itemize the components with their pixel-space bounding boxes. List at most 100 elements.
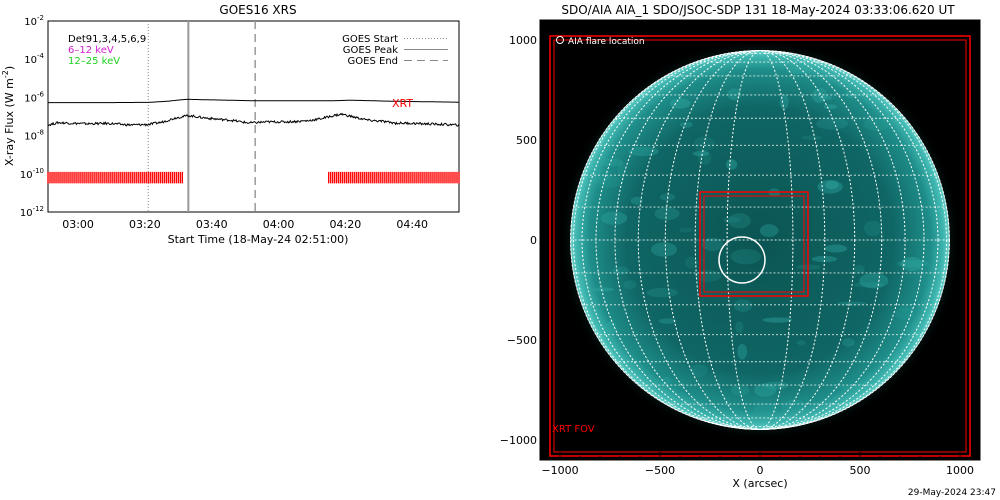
active-region-patch (863, 117, 890, 131)
active-region-patch (617, 162, 627, 179)
active-region-patch (727, 213, 751, 229)
active-region-patch (646, 287, 678, 298)
x-tick-label: 03:20 (129, 218, 161, 231)
limb-outline (570, 50, 950, 430)
active-region-patch (823, 104, 838, 110)
y-tick-exponent: -8 (37, 129, 44, 137)
active-region-patch (796, 264, 822, 270)
active-region-patch (811, 88, 828, 103)
chart-title: GOES16 XRS (219, 3, 296, 17)
x-tick-label: 03:00 (62, 218, 94, 231)
active-region-patch (654, 207, 680, 221)
active-region-patch (864, 220, 882, 237)
x-tick-label: 04:40 (396, 218, 428, 231)
active-region-patch (733, 299, 752, 313)
active-region-patch (897, 259, 929, 268)
y-tick-exponent: -12 (33, 205, 44, 213)
active-region-patch (762, 317, 793, 323)
active-region-patch (839, 385, 860, 391)
y-tick-label: 10-12 (20, 205, 44, 219)
active-region-patch (763, 381, 789, 390)
active-region-patch (801, 135, 823, 140)
active-region-patch (694, 270, 722, 282)
y-tick-base: 10 (20, 170, 33, 181)
active-region-patch (701, 237, 724, 252)
active-region-patch (693, 150, 710, 157)
y-tick-base: 10 (24, 132, 37, 143)
xrt-annotation: XRT (392, 97, 413, 110)
image-y-tick-label: 1000 (509, 34, 537, 47)
active-region-patch (678, 227, 694, 233)
active-region-patch (612, 266, 629, 275)
active-region-patch (684, 256, 698, 269)
x-axis-label: Start Time (18-May-24 02:51:00) (168, 233, 349, 246)
y-tick-label: 10-4 (24, 52, 44, 66)
y-tick-base: 10 (24, 93, 37, 104)
active-region-patch (898, 303, 915, 312)
active-region-patch (817, 179, 843, 194)
y-tick-exponent: -10 (33, 167, 44, 175)
active-region-patch (754, 383, 777, 397)
active-region-patch (825, 180, 839, 190)
active-region-patch (730, 384, 750, 396)
flux-series-line (47, 112, 460, 127)
goes-xrs-chart: GOES16 XRS X-ray Flux (W m-2) 10-1210-10… (1, 3, 460, 246)
image-y-ticks: −1000 −500 0 500 1000 (500, 34, 980, 447)
y-tick-base: 10 (24, 17, 37, 28)
legend-entry: 12–25 keV (68, 56, 120, 67)
active-region-patch (796, 340, 806, 346)
image-title: SDO/AIA AIA_1 SDO/JSOC-SDP 131 18-May-20… (561, 3, 955, 17)
aia-image-panel: SDO/AIA AIA_1 SDO/JSOC-SDP 131 18-May-20… (500, 3, 981, 490)
image-x-tick-label: 500 (850, 464, 871, 477)
x-tick-label: 04:00 (263, 218, 295, 231)
y-tick-base: 10 (24, 55, 37, 66)
active-region-patch (623, 280, 637, 290)
active-region-patch (658, 318, 677, 324)
active-region-patch (786, 67, 812, 74)
image-x-axis-label: X (arcsec) (732, 477, 787, 490)
image-y-tick-label: −1000 (500, 434, 537, 447)
active-region-patch (669, 98, 691, 109)
y-tick-label: 10-6 (24, 90, 44, 104)
active-region-patch (650, 242, 677, 257)
y-tick-base: 10 (20, 208, 33, 219)
active-region-patch (779, 94, 789, 110)
legend-entry: Det91,3,4,5,6,9 (68, 34, 146, 45)
image-x-tick-label: 1000 (946, 464, 974, 477)
active-region-patch (690, 364, 708, 377)
active-region-patch (737, 343, 748, 360)
footer-timestamp: 29-May-2024 23:47 (908, 488, 996, 498)
image-x-tick-label: −1000 (541, 464, 578, 477)
image-y-tick-label: 500 (516, 134, 537, 147)
active-region-patch (853, 282, 884, 288)
longitude-line (694, 50, 826, 430)
y-tick-label: 10-10 (20, 167, 44, 181)
y-axis-label: X-ray Flux (W m-2) (1, 66, 16, 166)
plot-area (47, 20, 460, 213)
active-region-patch (753, 402, 778, 415)
xrt-fov-label: XRT FOV (552, 424, 595, 435)
active-region-patch (735, 321, 744, 334)
active-region-patch (725, 159, 738, 170)
legend-entry: GOES End (348, 56, 398, 67)
heliographic-grid (570, 50, 950, 430)
active-region-patch (698, 150, 712, 165)
y-tick-exponent: -6 (37, 90, 45, 98)
active-region-patch (679, 121, 693, 128)
x-tick-label: 04:20 (330, 218, 362, 231)
y-tick-exponent: -4 (37, 52, 45, 60)
active-region-patch (811, 255, 838, 263)
legend-entry: GOES Peak (343, 45, 398, 56)
y-tick-label: 10-8 (24, 129, 44, 143)
active-region-patch (659, 376, 672, 386)
xrt-pointing-box (699, 191, 809, 297)
y-tick-label: 10-2 (24, 14, 44, 28)
y-axis-label-sup: -2 (1, 70, 10, 78)
active-region-patch (854, 265, 865, 274)
active-region-patch (842, 338, 855, 347)
active-region-patch (693, 136, 715, 152)
image-y-tick-label: −500 (507, 334, 537, 347)
